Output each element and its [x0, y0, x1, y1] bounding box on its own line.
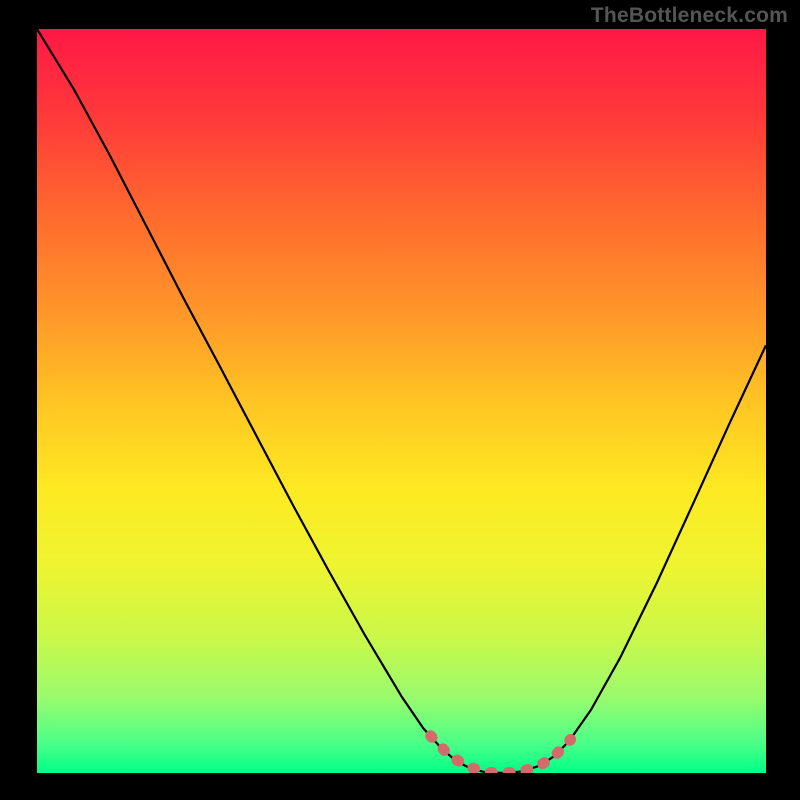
plot-area [37, 29, 766, 773]
watermark-text: TheBottleneck.com [591, 4, 788, 28]
chart-container: TheBottleneck.com [0, 0, 800, 800]
optimal-band-marker [37, 29, 766, 773]
